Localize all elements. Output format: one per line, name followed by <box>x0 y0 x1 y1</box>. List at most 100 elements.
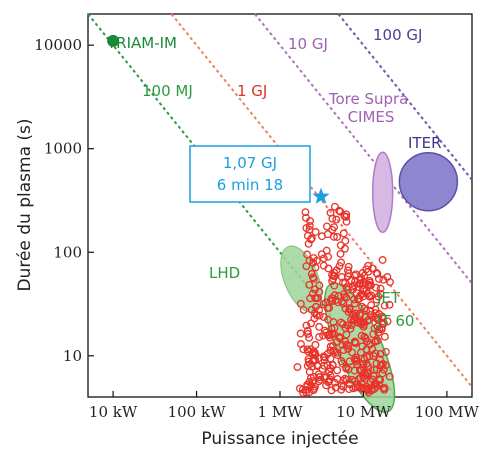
shot-point <box>325 304 334 312</box>
shot-point <box>352 309 361 318</box>
shot-point <box>377 323 386 332</box>
shot-point <box>365 278 374 287</box>
shot-point <box>324 378 333 387</box>
shot-point <box>296 329 305 338</box>
shot-point <box>366 292 374 301</box>
x-tick-label: 100 kW <box>168 403 226 421</box>
shot-point <box>311 263 320 272</box>
shot-point <box>307 235 315 244</box>
shot-point <box>350 281 359 290</box>
shot-point <box>329 341 337 350</box>
shot-point <box>362 306 371 315</box>
x-axis-title: Puissance injectée <box>201 429 358 449</box>
shot-point <box>299 389 308 397</box>
shot-point <box>342 293 351 302</box>
shot-point <box>330 202 339 211</box>
shot-point <box>375 381 384 390</box>
shot-point <box>293 363 302 371</box>
shot-point <box>330 329 339 338</box>
shot-point <box>303 361 312 370</box>
shot-point <box>340 374 349 383</box>
label-jet-jt60: JET JT 60 <box>376 289 414 330</box>
x-tick-label: 1 MW <box>257 403 303 421</box>
shot-point <box>380 301 389 310</box>
record-energy: 1,07 GJ <box>223 154 277 172</box>
shot-point <box>313 361 322 370</box>
label-iter: ITER <box>408 134 442 152</box>
shot-point <box>302 262 311 271</box>
shot-point <box>333 375 342 383</box>
shot-point <box>319 254 328 263</box>
shot-point <box>337 258 346 267</box>
shot-point <box>328 214 337 223</box>
shot-point <box>371 337 380 345</box>
label-triam: TRIAM-IM <box>106 34 177 52</box>
label-lhd: LHD <box>209 264 240 282</box>
shot-point <box>315 306 324 315</box>
shot-point <box>327 294 336 303</box>
shot-point <box>367 301 376 310</box>
shot-point <box>352 355 361 364</box>
shot-point <box>363 316 372 325</box>
shot-point <box>332 266 341 275</box>
shot-point <box>302 321 311 330</box>
shot-point <box>304 239 313 248</box>
shot-point <box>343 266 352 275</box>
y-tick-label: 10000 <box>34 36 82 54</box>
shot-point <box>358 302 366 311</box>
shot-point <box>357 290 366 299</box>
shot-point <box>349 316 358 325</box>
y-tick-label: 10 <box>63 347 82 365</box>
shot-point <box>357 365 366 374</box>
shot-point <box>336 207 345 216</box>
shot-point <box>380 332 389 341</box>
shot-point <box>315 322 324 331</box>
shot-point <box>315 333 324 341</box>
shot-point <box>311 294 320 303</box>
shot-point <box>308 273 317 282</box>
shot-point <box>360 332 369 341</box>
shot-point <box>368 264 377 273</box>
shot-point <box>307 319 315 328</box>
shot-point <box>328 277 337 285</box>
record-star-icon <box>312 187 330 204</box>
shot-point <box>310 348 319 357</box>
shot-point <box>325 377 334 386</box>
shot-point <box>320 326 329 335</box>
shot-point <box>333 298 342 307</box>
shot-point <box>339 320 347 329</box>
energy-label-1gj: 1 GJ <box>237 82 267 100</box>
shot-point <box>351 339 360 348</box>
shot-point <box>315 373 324 382</box>
shot-point <box>339 229 348 238</box>
shot-point <box>345 385 354 394</box>
shot-point <box>307 305 316 314</box>
shot-point <box>305 333 314 342</box>
shot-point <box>348 282 357 291</box>
shot-point <box>385 300 394 309</box>
shot-point <box>309 254 318 262</box>
energy-label-100mj: 100 MJ <box>142 82 193 100</box>
shot-point <box>337 381 346 390</box>
shot-point <box>341 236 350 245</box>
machine-point <box>107 34 120 47</box>
shot-point <box>303 250 312 259</box>
shot-point <box>372 269 381 277</box>
plot-area <box>87 13 473 398</box>
shot-point <box>337 385 346 394</box>
shot-point <box>376 284 385 293</box>
shot-point <box>324 252 332 261</box>
shot-point <box>330 323 339 332</box>
energy-label-100gj: 100 GJ <box>373 26 422 44</box>
shot-point <box>344 262 353 271</box>
x-tick-label: 100 MW <box>415 403 480 421</box>
shot-point <box>311 351 319 359</box>
shot-point <box>360 374 369 383</box>
record-duration: 6 min 18 <box>217 176 283 194</box>
shot-point <box>331 296 340 304</box>
energy-line <box>170 13 473 388</box>
shot-point <box>308 362 317 371</box>
shot-point <box>343 272 352 281</box>
shot-point <box>366 340 374 349</box>
x-tick-label: 10 MW <box>336 403 391 421</box>
